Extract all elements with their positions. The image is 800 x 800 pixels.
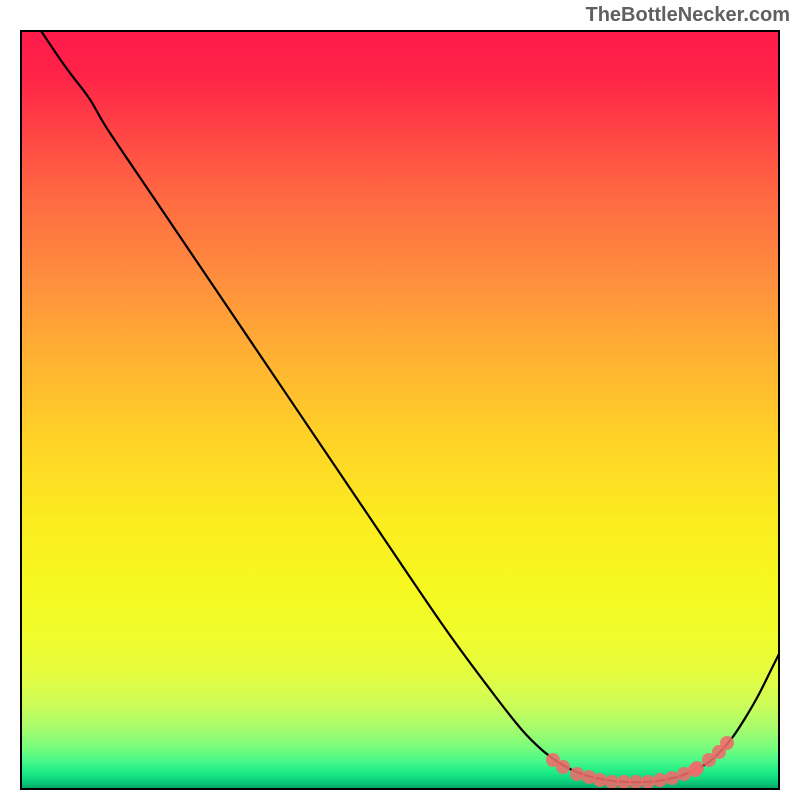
marker-group — [546, 736, 734, 788]
marker-dot — [617, 775, 631, 788]
marker-dot — [556, 760, 570, 774]
marker-dot — [605, 775, 619, 788]
chart-container: TheBottleNecker.com — [0, 0, 800, 800]
marker-dot — [690, 761, 704, 775]
marker-dot — [570, 767, 584, 781]
curve-overlay — [22, 32, 778, 788]
marker-dot — [641, 775, 655, 788]
bottleneck-curve — [22, 32, 778, 782]
marker-dot — [653, 773, 667, 787]
chart-area — [20, 30, 780, 790]
marker-dot — [593, 773, 607, 787]
marker-dot — [720, 736, 734, 750]
attribution-label: TheBottleNecker.com — [585, 4, 790, 27]
marker-dot — [629, 775, 643, 788]
marker-dot — [665, 771, 679, 785]
